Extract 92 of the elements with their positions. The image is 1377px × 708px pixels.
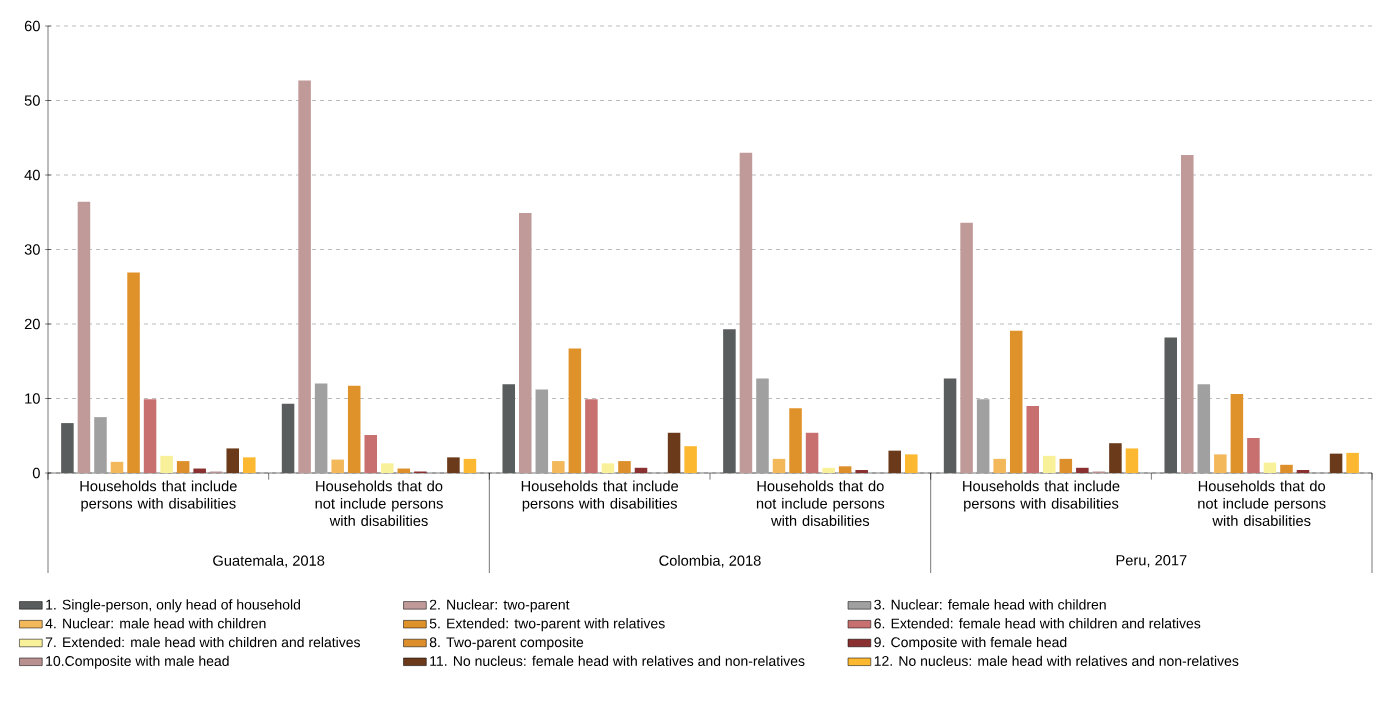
bar <box>1280 464 1293 473</box>
bar <box>1059 458 1073 473</box>
bar <box>618 461 631 473</box>
bar <box>1296 470 1310 473</box>
bar <box>502 384 516 473</box>
bar <box>381 463 394 473</box>
legend-label: 2. Nuclear: two-parent <box>429 599 570 613</box>
bar <box>585 399 598 473</box>
legend-label: 8. Two-parent composite <box>429 636 584 650</box>
bar <box>447 457 460 473</box>
text: Guatemala, 2018 <box>213 555 325 568</box>
bar <box>976 399 990 473</box>
bar <box>993 458 1006 473</box>
bar <box>176 461 190 473</box>
bar <box>1076 467 1089 473</box>
x-tick-label: Households that include persons with disabilities <box>521 480 679 512</box>
text: Colombia, 2018 <box>659 555 761 568</box>
bar <box>888 450 902 473</box>
bar <box>535 389 549 473</box>
legend-label: 12. No nucleus: male head with relatives and non-relatives <box>874 655 1239 667</box>
bar <box>667 432 681 473</box>
bar <box>314 383 328 473</box>
bar <box>1346 452 1359 473</box>
legend-label: 10.Composite with male head <box>46 655 229 669</box>
x-tick-label: Households that include persons with disabilities <box>963 480 1120 512</box>
bar <box>1263 462 1277 473</box>
bar <box>1109 443 1122 473</box>
legend-label: 1. Single-person, only head of household <box>46 599 300 613</box>
x-tick-label: Households that do not include persons with disabilities <box>1198 480 1326 526</box>
legend-label: 7. Extended: male head with children and relatives <box>45 636 361 648</box>
x-tick-label: Households that do not include persons with disabilities <box>756 480 885 526</box>
y-tick-label: 50 <box>24 95 40 106</box>
bar <box>127 272 140 473</box>
legend-label: 11. No nucleus: female head with relatives and non-relatives <box>430 655 805 667</box>
bar <box>298 80 311 473</box>
bar <box>143 399 157 473</box>
bar <box>61 423 74 473</box>
legend-label: 4. Nuclear: male head with children <box>45 618 266 629</box>
bar <box>364 435 378 473</box>
bar <box>1026 405 1040 473</box>
legend-label: 5. Extended: two-parent with relatives <box>429 618 665 632</box>
bar <box>1043 455 1056 473</box>
bar <box>1197 384 1211 473</box>
legend-label: 9. Composite with female head <box>874 636 1067 650</box>
bar <box>1329 453 1343 473</box>
bar <box>243 457 256 473</box>
legend-label: 6. Extended: female head with children and relatives <box>874 618 1201 629</box>
x-tick-label: Households that include persons with disabilities <box>80 480 237 512</box>
bar <box>193 468 206 473</box>
legend-label: 3. Nuclear: female head with children <box>874 599 1106 610</box>
x-tick-label: Households that do not include persons with disabilities <box>315 480 443 526</box>
bar <box>822 467 835 473</box>
y-tick-label: 10 <box>25 393 40 404</box>
bar <box>960 222 973 473</box>
bar <box>1125 448 1139 473</box>
bar <box>281 403 295 473</box>
bar <box>756 378 769 473</box>
y-tick-label: 40 <box>24 169 40 181</box>
bar <box>568 348 582 473</box>
bar <box>634 467 648 473</box>
bar <box>226 448 240 473</box>
y-tick-label: 30 <box>24 244 40 255</box>
bar <box>519 213 532 473</box>
bar <box>77 201 91 473</box>
bar <box>110 461 124 473</box>
bar <box>347 385 361 473</box>
bar <box>331 459 344 473</box>
bar <box>601 463 615 473</box>
bar <box>772 458 786 473</box>
bar <box>1181 154 1194 473</box>
bar <box>463 458 477 473</box>
bar <box>1247 437 1260 473</box>
bar <box>838 466 852 473</box>
bar <box>684 446 697 473</box>
bar <box>905 454 918 473</box>
y-tick-label: 60 <box>24 20 40 32</box>
bar <box>94 417 107 473</box>
bar <box>552 461 565 473</box>
bar <box>943 378 957 473</box>
bar <box>1009 330 1023 473</box>
bar <box>789 408 802 473</box>
bar <box>1214 454 1227 473</box>
bar <box>739 152 753 473</box>
bar <box>723 329 736 473</box>
bar <box>855 470 868 473</box>
bar <box>805 432 819 473</box>
y-tick-label: 0 <box>32 467 40 479</box>
y-tick-label: 20 <box>24 318 40 330</box>
bar <box>1230 394 1244 473</box>
bar <box>160 455 173 473</box>
bar <box>1164 337 1178 473</box>
text: Peru, 2017 <box>1116 555 1187 568</box>
